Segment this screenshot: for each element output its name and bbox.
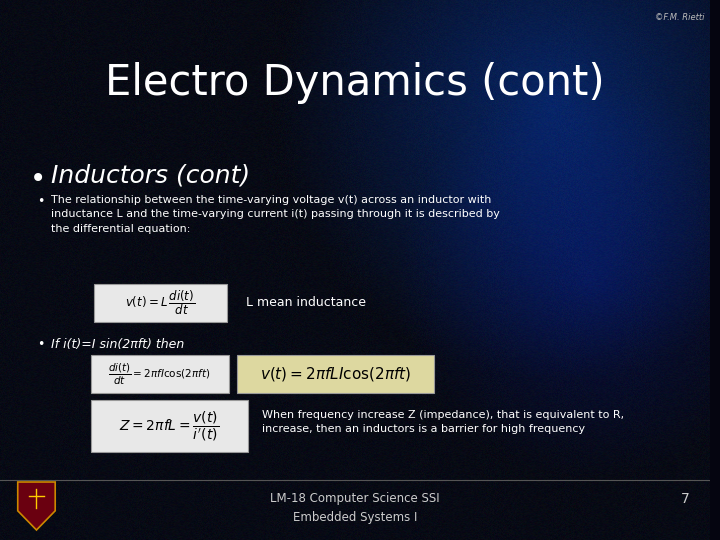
Text: •: • [37,195,45,208]
Text: •: • [37,338,45,351]
Bar [237,355,433,393]
Text: If i(t)=I sin(2πft) then: If i(t)=I sin(2πft) then [51,338,184,351]
Text: L mean inductance: L mean inductance [246,296,366,309]
Text: $v(t) = L\,\dfrac{di(t)}{dt}$: $v(t) = L\,\dfrac{di(t)}{dt}$ [125,289,195,318]
Text: $Z = 2\pi fL = \dfrac{v(t)}{i'(t)}$: $Z = 2\pi fL = \dfrac{v(t)}{i'(t)}$ [120,409,220,443]
Bar [91,355,229,393]
Text: 7: 7 [681,492,690,506]
Text: •: • [30,165,46,193]
Bar [94,284,227,322]
Bar [91,400,248,452]
Text: The relationship between the time-varying voltage v(t) across an inductor with
i: The relationship between the time-varyin… [51,195,500,234]
Text: ©F.M. Rietti: ©F.M. Rietti [655,13,705,22]
Text: Inductors (cont): Inductors (cont) [51,163,251,187]
Text: When frequency increase Z (impedance), that is equivalent to R,
increase, then a: When frequency increase Z (impedance), t… [262,410,624,434]
Text: $v(t) = 2\pi fLI\cos(2\pi ft)$: $v(t) = 2\pi fLI\cos(2\pi ft)$ [259,365,411,383]
Text: Electro Dynamics (cont): Electro Dynamics (cont) [105,62,605,104]
Text: LM-18 Computer Science SSI
Embedded Systems I: LM-18 Computer Science SSI Embedded Syst… [270,492,440,524]
Polygon shape [18,482,55,530]
Text: $\dfrac{di(t)}{dt} = 2\pi fI\cos(2\pi ft)$: $\dfrac{di(t)}{dt} = 2\pi fI\cos(2\pi ft… [109,361,211,387]
